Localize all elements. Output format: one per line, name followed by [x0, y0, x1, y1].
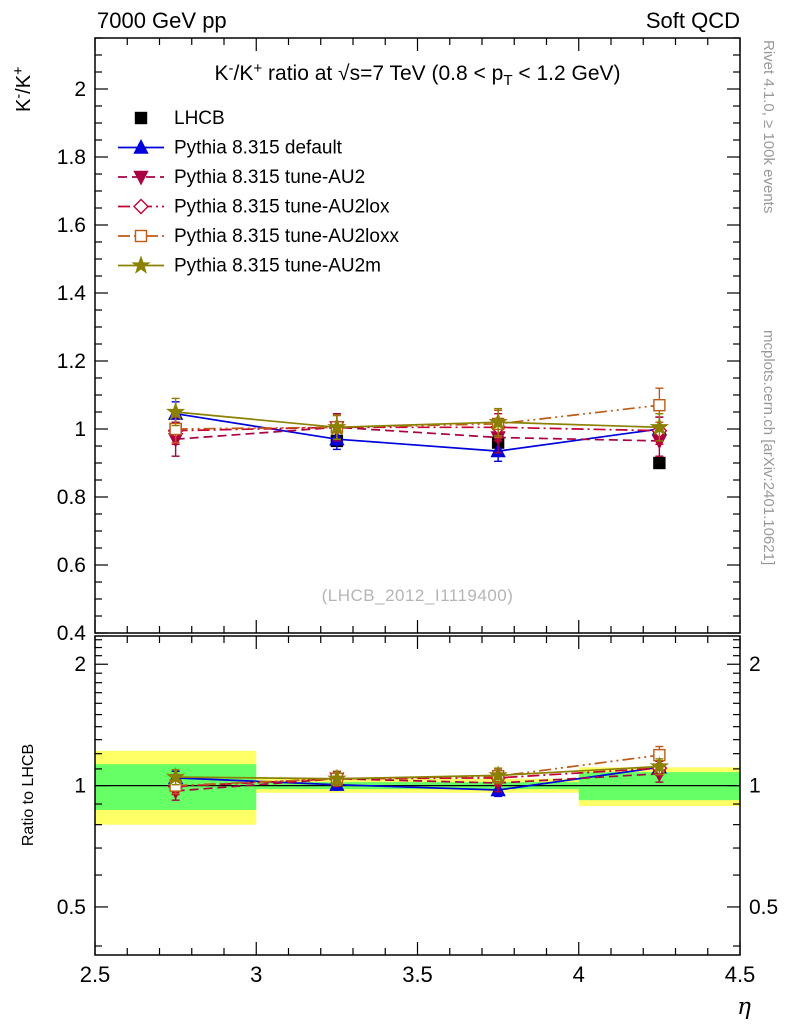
- legend-item-pythia-8-315-tune-au2lox: Pythia 8.315 tune-AU2lox: [118, 197, 390, 218]
- legend: LHCB Pythia 8.315 default Pythia 8.315 tun…: [118, 108, 399, 277]
- series-line: [175, 426, 660, 442]
- rivet-version-note: Rivet 4.1.0, ≥ 100k events: [760, 40, 777, 213]
- marker-triangle-up: [133, 138, 149, 154]
- series-line: [175, 754, 660, 787]
- ratio-y-tick-label-right: 1: [749, 775, 761, 798]
- marker-square: [134, 229, 148, 243]
- legend-label: Pythia 8.315 tune-AU2lox: [174, 197, 390, 218]
- x-tick-label: 3.5: [402, 962, 433, 987]
- x-tick-label: 4.5: [725, 962, 756, 987]
- legend-item-pythia-8-315-tune-au2: Pythia 8.315 tune-AU2: [118, 167, 365, 188]
- marker-triangle-down: [133, 170, 149, 186]
- legend-label: Pythia 8.315 tune-AU2m: [174, 256, 381, 277]
- series-pythia-8-315-tune-au2: [167, 413, 668, 457]
- mcplots-arxiv-note: mcplots.cern.ch [arXiv:2401.10621]: [760, 330, 777, 565]
- marker-star: [327, 768, 347, 787]
- series-line: [175, 411, 660, 429]
- marker-diamond: [133, 198, 149, 215]
- tick-labels: 0.4 0.6 0.8 1 1.2 1.4 1.6 1.8 2 0.5 0.5 1 1 2 2 2.5 3 3.5…: [57, 78, 778, 987]
- series-line: [175, 767, 660, 788]
- legend-label: Pythia 8.315 tune-AU2loxx: [174, 226, 399, 247]
- marker-star: [488, 412, 508, 431]
- series-pythia-8-315-tune-au2m: [165, 756, 670, 787]
- marker-star: [131, 255, 151, 274]
- series-line: [175, 766, 660, 791]
- marker-star: [488, 765, 508, 784]
- marker-square: [653, 456, 666, 470]
- marker-star: [165, 766, 186, 786]
- legend-item-pythia-8-315-tune-au2loxx: Pythia 8.315 tune-AU2loxx: [118, 226, 399, 247]
- analysis-id-watermark: (LHCB_2012_I1119400): [321, 586, 514, 605]
- legend-item-pythia-8-315-default: Pythia 8.315 default: [118, 138, 343, 159]
- ratio-y-tick-label: 1: [74, 775, 86, 798]
- main-y-axis-label: K-/K+: [11, 67, 35, 112]
- process-group-label: Soft QCD: [645, 8, 740, 33]
- ratio-panel-series: [165, 745, 670, 801]
- marker-star: [165, 401, 186, 421]
- ratio-y-axis-label: Ratio to LHCB: [20, 744, 37, 846]
- main-y-tick-label: 1.2: [57, 350, 86, 373]
- legend-label: Pythia 8.315 tune-AU2: [174, 167, 365, 188]
- x-tick-label: 2.5: [80, 962, 111, 987]
- marker-star: [649, 756, 670, 775]
- ratio-y-tick-label: 0.5: [57, 896, 86, 919]
- main-y-tick-label: 0.6: [57, 554, 86, 577]
- legend-label: LHCB: [174, 108, 225, 129]
- main-y-tick-label: 1.4: [57, 282, 87, 305]
- series-pythia-8-315-tune-au2loxx: [169, 387, 666, 444]
- ratio-y-tick-label-right: 0.5: [749, 896, 778, 919]
- legend-item-lhcb: LHCB: [134, 108, 225, 129]
- marker-star: [649, 417, 670, 436]
- main-y-tick-label: 0.8: [57, 486, 86, 509]
- series-line: [175, 772, 660, 792]
- main-y-tick-label: 1.8: [57, 146, 86, 169]
- x-axis-label: η: [737, 994, 751, 1020]
- main-panel-series: [165, 387, 670, 470]
- axis-ticks: [94, 37, 741, 955]
- marker-square: [653, 399, 666, 412]
- marker-star: [327, 417, 347, 436]
- main-y-tick-label: 1.6: [57, 214, 86, 237]
- series-line: [175, 412, 660, 452]
- series-line: [175, 426, 660, 432]
- main-y-tick-label: 2: [74, 78, 86, 101]
- beam-energy-label: 7000 GeV pp: [97, 8, 227, 33]
- marker-square: [134, 111, 148, 125]
- x-tick-label: 3: [250, 962, 262, 987]
- legend-label: Pythia 8.315 default: [174, 138, 343, 159]
- series-line: [175, 765, 660, 780]
- x-tick-label: 4: [573, 962, 585, 987]
- ratio-y-tick-label: 2: [74, 653, 86, 676]
- main-y-tick-label: 0.4: [57, 622, 87, 645]
- legend-item-pythia-8-315-tune-au2m: Pythia 8.315 tune-AU2m: [118, 255, 381, 277]
- ratio-y-tick-label-right: 2: [749, 653, 761, 676]
- main-y-tick-label: 1: [74, 418, 86, 441]
- series-pythia-8-315-tune-au2m: [165, 397, 670, 442]
- plot-title: K-/K+ ratio at √s=7 TeV (0.8 < pT < 1.2 …: [214, 60, 620, 89]
